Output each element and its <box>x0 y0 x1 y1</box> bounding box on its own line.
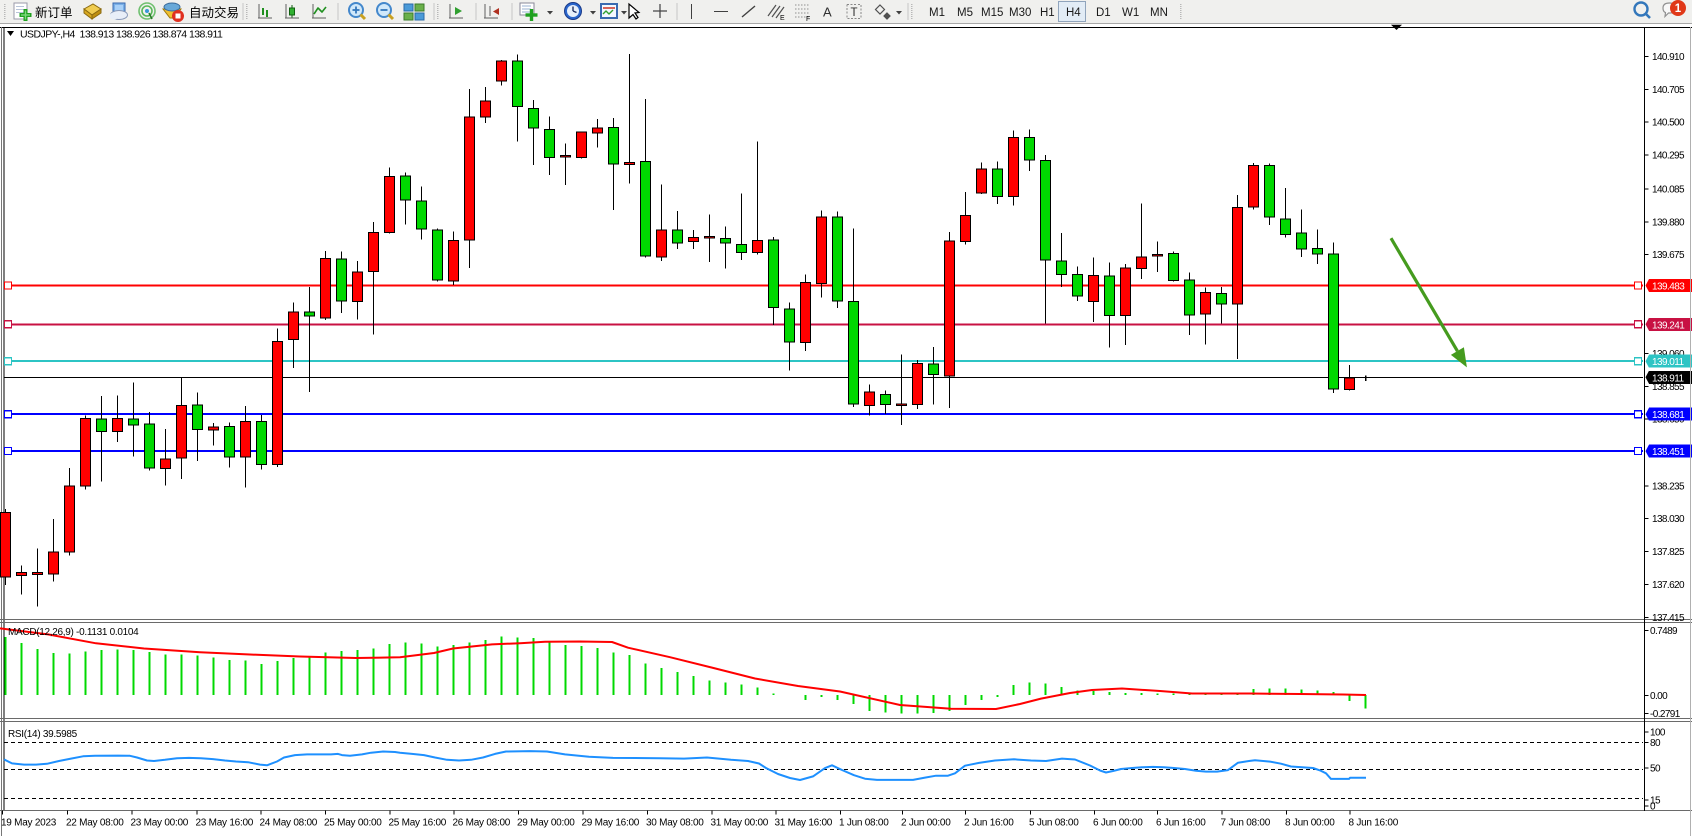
svg-text:1 Jun 08:00: 1 Jun 08:00 <box>839 818 889 829</box>
svg-text:自动交易: 自动交易 <box>189 5 239 20</box>
svg-text:M5: M5 <box>957 7 973 19</box>
svg-text:2 Jun 00:00: 2 Jun 00:00 <box>901 818 951 829</box>
svg-text:80: 80 <box>1650 738 1661 749</box>
svg-text:H1: H1 <box>1040 7 1055 19</box>
svg-text:139.011: 139.011 <box>1652 357 1685 368</box>
svg-text:138.855: 138.855 <box>1652 382 1685 393</box>
svg-text:6 Jun 00:00: 6 Jun 00:00 <box>1093 818 1143 829</box>
svg-text:24 May 08:00: 24 May 08:00 <box>260 818 318 829</box>
svg-text:23 May 16:00: 23 May 16:00 <box>196 818 254 829</box>
svg-text:139.060: 139.060 <box>1652 349 1685 360</box>
svg-text:140.085: 140.085 <box>1652 184 1685 195</box>
svg-text:137.415: 137.415 <box>1652 613 1685 624</box>
svg-text:31 May 00:00: 31 May 00:00 <box>711 818 769 829</box>
svg-text:31 May 16:00: 31 May 16:00 <box>775 818 833 829</box>
svg-text:137.825: 137.825 <box>1652 547 1685 558</box>
svg-text:新订单: 新订单 <box>35 5 73 20</box>
svg-text:6 Jun 16:00: 6 Jun 16:00 <box>1156 818 1206 829</box>
svg-text:140.705: 140.705 <box>1652 85 1685 96</box>
svg-text:7 Jun 08:00: 7 Jun 08:00 <box>1221 818 1271 829</box>
svg-text:100: 100 <box>1650 728 1666 739</box>
svg-text:1: 1 <box>1675 3 1682 15</box>
svg-text:MN: MN <box>1150 7 1168 19</box>
svg-text:2 Jun 16:00: 2 Jun 16:00 <box>964 818 1014 829</box>
svg-text:M30: M30 <box>1009 7 1031 19</box>
svg-text:29 May 00:00: 29 May 00:00 <box>517 818 575 829</box>
svg-text:0.7489: 0.7489 <box>1650 626 1678 637</box>
svg-text:0.00: 0.00 <box>1650 691 1668 702</box>
svg-text:M1: M1 <box>929 7 945 19</box>
svg-text:139.483: 139.483 <box>1652 282 1685 293</box>
svg-text:29 May 16:00: 29 May 16:00 <box>582 818 640 829</box>
svg-text:USDJPY-,H4 138.913 138.926 13: USDJPY-,H4 138.913 138.926 138.874 138.9… <box>20 29 223 41</box>
svg-text:H4: H4 <box>1066 7 1081 19</box>
svg-text:139.675: 139.675 <box>1652 250 1685 261</box>
svg-text:A: A <box>823 5 832 20</box>
svg-text:RSI(14) 39.5985: RSI(14) 39.5985 <box>8 729 78 740</box>
svg-text:140.295: 140.295 <box>1652 151 1685 162</box>
svg-text:8 Jun 00:00: 8 Jun 00:00 <box>1285 818 1335 829</box>
svg-text:138.681: 138.681 <box>1652 410 1685 421</box>
svg-text:138.235: 138.235 <box>1652 481 1685 492</box>
svg-text:26 May 08:00: 26 May 08:00 <box>453 818 511 829</box>
svg-text:5 Jun 08:00: 5 Jun 08:00 <box>1029 818 1079 829</box>
svg-text:M15: M15 <box>981 7 1003 19</box>
svg-text:E: E <box>780 15 785 22</box>
svg-text:0: 0 <box>1650 801 1656 812</box>
svg-text:22 May 08:00: 22 May 08:00 <box>66 818 124 829</box>
svg-text:138.451: 138.451 <box>1652 447 1685 458</box>
svg-text:50: 50 <box>1650 763 1661 774</box>
svg-text:15: 15 <box>1650 795 1661 806</box>
svg-text:D1: D1 <box>1096 7 1111 19</box>
svg-text:25 May 00:00: 25 May 00:00 <box>324 818 382 829</box>
svg-text:139.880: 139.880 <box>1652 217 1685 228</box>
svg-text:140.500: 140.500 <box>1652 118 1685 129</box>
svg-text:-0.2791: -0.2791 <box>1650 709 1681 720</box>
svg-text:19 May 2023: 19 May 2023 <box>1 818 57 829</box>
svg-text:30 May 08:00: 30 May 08:00 <box>646 818 704 829</box>
svg-text:W1: W1 <box>1122 7 1139 19</box>
svg-text:F: F <box>806 16 810 23</box>
svg-text:MACD(12,26,9) -0.1131 0.0104: MACD(12,26,9) -0.1131 0.0104 <box>8 627 139 638</box>
svg-text:138.030: 138.030 <box>1652 514 1685 525</box>
svg-text:138.911: 138.911 <box>1652 373 1685 384</box>
svg-text:T: T <box>851 7 858 19</box>
svg-text:8 Jun 16:00: 8 Jun 16:00 <box>1349 818 1399 829</box>
svg-text:139.241: 139.241 <box>1652 320 1685 331</box>
svg-text:140.910: 140.910 <box>1652 52 1685 63</box>
svg-text:25 May 16:00: 25 May 16:00 <box>389 818 447 829</box>
svg-text:23 May 00:00: 23 May 00:00 <box>131 818 189 829</box>
svg-text:137.620: 137.620 <box>1652 580 1685 591</box>
